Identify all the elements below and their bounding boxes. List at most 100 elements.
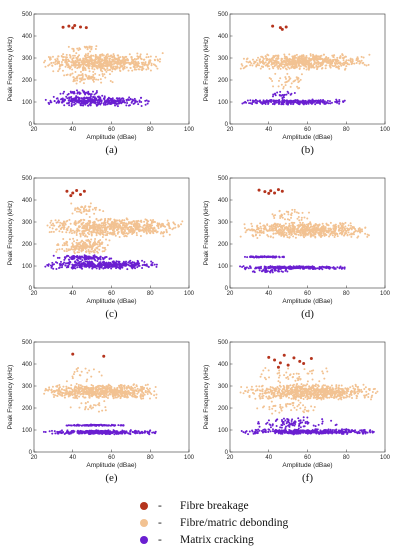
data-point — [267, 230, 269, 232]
data-point — [128, 105, 130, 107]
data-point — [293, 100, 295, 102]
data-point — [94, 97, 96, 99]
data-point — [285, 269, 287, 271]
data-point — [346, 59, 348, 61]
data-point — [267, 266, 269, 268]
data-point — [322, 99, 324, 101]
data-point — [285, 61, 287, 63]
x-tick-label: 60 — [108, 455, 115, 461]
data-point — [251, 65, 253, 67]
data-point — [112, 229, 114, 231]
data-point — [299, 222, 301, 224]
data-point — [259, 269, 261, 271]
data-point — [89, 220, 91, 222]
data-point — [108, 58, 110, 60]
data-point — [50, 220, 52, 222]
data-point — [150, 227, 152, 229]
data-point — [64, 243, 66, 245]
data-point — [57, 244, 59, 246]
data-point — [341, 228, 343, 230]
data-point — [73, 267, 75, 269]
data-point — [85, 102, 87, 104]
data-point — [277, 188, 280, 191]
data-point — [364, 226, 366, 228]
data-point — [123, 219, 125, 221]
data-point — [131, 102, 133, 104]
data-point — [81, 240, 83, 242]
data-point — [61, 102, 63, 104]
data-point — [154, 227, 156, 229]
data-point — [347, 228, 349, 230]
data-point — [103, 262, 105, 264]
data-point — [68, 226, 70, 228]
data-point — [297, 62, 299, 64]
legend-dash: - — [158, 534, 162, 546]
data-point — [95, 48, 97, 50]
data-point — [250, 223, 252, 225]
data-point — [86, 245, 88, 247]
data-point — [139, 101, 141, 103]
data-point — [110, 267, 112, 269]
data-point — [156, 68, 158, 70]
data-point — [98, 257, 100, 259]
data-point — [265, 61, 267, 63]
data-point — [353, 63, 355, 65]
data-point — [97, 65, 99, 67]
data-point — [140, 235, 142, 237]
data-point — [118, 56, 120, 58]
x-tick-label: 40 — [69, 291, 76, 297]
data-point — [344, 233, 346, 235]
data-point — [312, 231, 314, 233]
data-point — [258, 227, 260, 229]
data-point — [62, 26, 65, 29]
data-point — [83, 103, 85, 105]
data-point — [86, 247, 88, 249]
data-point — [89, 250, 91, 252]
data-point — [308, 101, 310, 103]
data-point — [312, 228, 314, 230]
y-tick-label: 200 — [22, 242, 33, 248]
data-point — [282, 99, 284, 101]
data-point — [80, 245, 82, 247]
legend-dash: - — [158, 500, 162, 512]
data-point — [272, 94, 274, 96]
data-point — [278, 234, 280, 236]
data-point — [243, 67, 245, 69]
data-point — [340, 55, 342, 57]
data-point — [100, 232, 102, 234]
data-point — [91, 257, 93, 259]
data-point — [77, 91, 79, 93]
data-point — [316, 68, 318, 70]
data-point — [64, 250, 66, 252]
data-point — [342, 100, 344, 102]
data-point — [270, 60, 272, 62]
data-point — [47, 225, 49, 227]
data-point — [91, 261, 93, 263]
data-point — [285, 68, 287, 70]
data-point — [368, 54, 370, 56]
data-point — [259, 59, 261, 61]
data-point — [103, 62, 105, 64]
data-point — [98, 74, 100, 76]
data-point — [82, 89, 84, 91]
data-point — [286, 270, 288, 272]
data-point — [125, 104, 127, 106]
data-point — [284, 66, 286, 68]
data-point — [155, 229, 157, 231]
data-point — [117, 54, 119, 56]
data-point — [56, 222, 58, 224]
data-point — [257, 57, 259, 59]
data-point — [85, 97, 87, 99]
x-axis-label: Amplitude (dBae) — [282, 298, 332, 305]
data-point — [102, 258, 104, 260]
data-point — [56, 98, 58, 100]
data-point — [145, 56, 147, 58]
data-point — [324, 100, 326, 102]
data-point — [144, 264, 146, 266]
data-point — [138, 228, 140, 230]
legend: - Fibre breakage - Fibre/matric debondin… — [140, 500, 390, 551]
data-point — [101, 67, 103, 69]
data-point — [72, 60, 74, 62]
data-point — [282, 271, 284, 273]
data-point — [301, 100, 303, 102]
